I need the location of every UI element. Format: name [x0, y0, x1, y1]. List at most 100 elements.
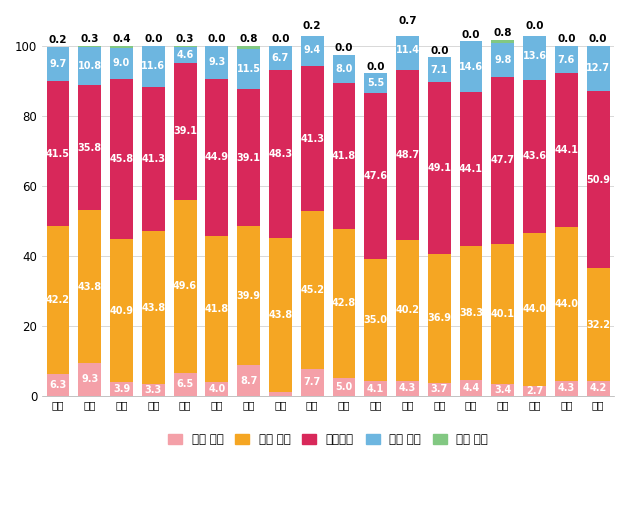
Text: 38.3: 38.3 — [459, 308, 483, 319]
Bar — [79, 46, 101, 47]
Text: 9.7: 9.7 — [49, 59, 67, 69]
Text: 45.2: 45.2 — [300, 285, 324, 295]
Bar — [79, 85, 101, 210]
Bar — [206, 382, 228, 396]
Bar — [110, 79, 133, 239]
Text: 2.7: 2.7 — [526, 386, 543, 396]
Bar — [396, 28, 419, 30]
Text: 44.9: 44.9 — [205, 152, 229, 162]
Bar — [237, 49, 260, 89]
Text: 6.3: 6.3 — [49, 380, 67, 390]
Bar — [396, 381, 419, 396]
Text: 43.8: 43.8 — [269, 310, 292, 320]
Text: 0.0: 0.0 — [589, 34, 608, 45]
Bar — [237, 226, 260, 365]
Text: 44.0: 44.0 — [554, 299, 578, 309]
Text: 35.8: 35.8 — [78, 143, 102, 152]
Text: 42.8: 42.8 — [332, 299, 356, 308]
Bar — [301, 369, 323, 396]
Text: 11.4: 11.4 — [396, 45, 420, 55]
Text: 39.9: 39.9 — [237, 290, 260, 301]
Text: 0.2: 0.2 — [48, 35, 67, 45]
Text: 42.2: 42.2 — [46, 295, 70, 305]
Text: 0.4: 0.4 — [112, 34, 131, 45]
Text: 44.0: 44.0 — [523, 304, 547, 314]
Text: 0.0: 0.0 — [335, 43, 353, 53]
Bar — [364, 73, 387, 93]
Text: 48.7: 48.7 — [396, 150, 420, 160]
Text: 47.6: 47.6 — [364, 171, 387, 181]
Text: 4.6: 4.6 — [177, 50, 194, 60]
Text: 6.5: 6.5 — [177, 379, 194, 389]
Bar — [110, 46, 133, 48]
Bar — [555, 73, 578, 227]
Text: 6.7: 6.7 — [272, 53, 289, 63]
Bar — [269, 46, 292, 70]
Bar — [491, 40, 515, 43]
Text: 43.8: 43.8 — [142, 303, 165, 312]
Bar — [79, 363, 101, 396]
Text: 41.3: 41.3 — [142, 154, 165, 164]
Text: 40.2: 40.2 — [396, 305, 420, 315]
Text: 5.5: 5.5 — [367, 78, 384, 88]
Text: 13.6: 13.6 — [523, 51, 547, 62]
Bar — [47, 373, 69, 396]
Bar — [237, 89, 260, 226]
Bar — [206, 235, 228, 382]
Text: 40.9: 40.9 — [109, 306, 133, 315]
Bar — [301, 67, 323, 211]
Bar — [587, 268, 610, 381]
Bar — [428, 57, 451, 82]
Text: 39.1: 39.1 — [173, 126, 197, 136]
Text: 41.5: 41.5 — [46, 149, 70, 159]
Text: 9.8: 9.8 — [494, 55, 511, 65]
Text: 9.3: 9.3 — [208, 57, 225, 68]
Text: 8.0: 8.0 — [335, 64, 353, 73]
Text: 0.3: 0.3 — [81, 34, 99, 45]
Text: 48.3: 48.3 — [269, 149, 292, 159]
Text: 40.1: 40.1 — [491, 309, 515, 319]
Text: 14.6: 14.6 — [459, 62, 483, 72]
Bar — [364, 381, 387, 396]
Bar — [79, 210, 101, 363]
Bar — [460, 42, 482, 92]
Text: 3.4: 3.4 — [494, 385, 511, 395]
Text: 36.9: 36.9 — [427, 313, 451, 323]
Bar — [460, 246, 482, 380]
Bar — [587, 91, 610, 268]
Bar — [523, 386, 546, 396]
Bar — [428, 254, 451, 383]
Bar — [491, 77, 515, 244]
Bar — [206, 46, 228, 78]
Bar — [491, 43, 515, 77]
Text: 0.0: 0.0 — [144, 34, 162, 45]
Bar — [142, 46, 165, 87]
Bar — [555, 381, 578, 396]
Bar — [142, 384, 165, 396]
Bar — [79, 47, 101, 85]
Bar — [47, 81, 69, 226]
Text: 0.0: 0.0 — [271, 34, 289, 45]
Text: 0.0: 0.0 — [557, 34, 576, 45]
Bar — [587, 46, 610, 91]
Bar — [396, 70, 419, 240]
Bar — [333, 229, 355, 378]
Bar — [396, 30, 419, 70]
Text: 47.7: 47.7 — [491, 155, 515, 165]
Text: 0.7: 0.7 — [398, 16, 417, 26]
Bar — [523, 33, 546, 80]
Text: 50.9: 50.9 — [586, 174, 610, 185]
Bar — [301, 211, 323, 369]
Text: 9.3: 9.3 — [81, 374, 98, 384]
Bar — [364, 259, 387, 381]
Bar — [587, 381, 610, 396]
Text: 10.8: 10.8 — [78, 61, 102, 71]
Text: 45.8: 45.8 — [109, 154, 133, 164]
Text: 41.8: 41.8 — [332, 151, 356, 161]
Bar — [174, 63, 196, 200]
Text: 7.1: 7.1 — [431, 65, 448, 75]
Text: 35.0: 35.0 — [364, 315, 387, 325]
Bar — [491, 384, 515, 396]
Bar — [333, 378, 355, 396]
Bar — [460, 92, 482, 246]
